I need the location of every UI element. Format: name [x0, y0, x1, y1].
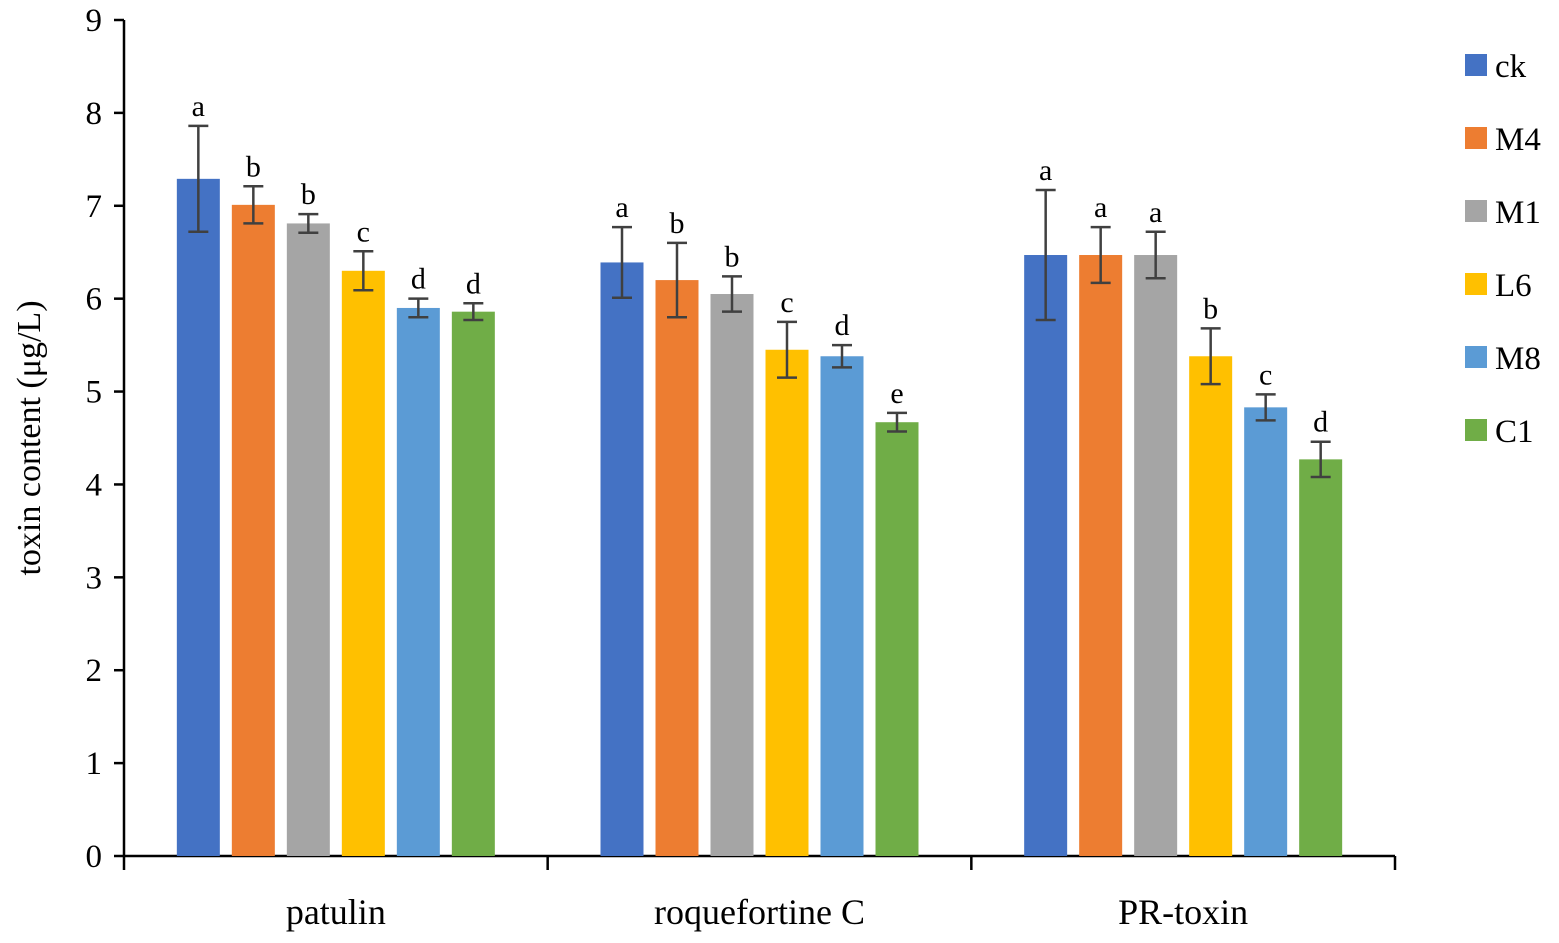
- legend-swatch: [1465, 200, 1487, 222]
- x-category-label: PR-toxin: [1118, 892, 1248, 932]
- bars: a a a b b a b b a c c b d d c d e d: [176, 90, 1343, 857]
- significance-label: a: [1094, 191, 1107, 224]
- legend-swatch: [1465, 346, 1487, 368]
- legend-label: M4: [1495, 122, 1541, 158]
- x-axis: patulin roquefortine C PR-toxin: [122, 854, 1397, 932]
- legend-swatch: [1465, 273, 1487, 295]
- significance-label: a: [192, 90, 205, 123]
- legend-item: M1: [1465, 195, 1541, 231]
- legend-swatch: [1465, 419, 1487, 441]
- bar: [396, 307, 440, 856]
- y-tick-label: 3: [86, 560, 103, 596]
- bar: [1299, 459, 1343, 856]
- legend-label: M8: [1495, 341, 1541, 377]
- legend-label: L6: [1495, 268, 1532, 304]
- significance-label: e: [890, 377, 903, 410]
- significance-label: b: [725, 240, 740, 273]
- series-L6: c c b: [341, 215, 1233, 856]
- y-tick-label: 5: [86, 375, 103, 411]
- significance-label: d: [835, 309, 850, 342]
- y-tick-label: 7: [86, 189, 103, 225]
- series-ck: a a a: [176, 90, 1068, 857]
- legend-item: L6: [1465, 268, 1532, 304]
- bar: [176, 178, 220, 857]
- bar: [655, 280, 699, 857]
- significance-label: d: [1313, 406, 1328, 439]
- series-M1: b b a: [286, 178, 1178, 857]
- series-M8: d d c: [396, 263, 1288, 856]
- y-tick-label: 0: [86, 839, 103, 875]
- x-category-label: roquefortine C: [654, 892, 865, 932]
- legend-item: M8: [1465, 341, 1541, 377]
- significance-label: b: [246, 150, 261, 183]
- y-tick-label: 4: [86, 467, 103, 503]
- significance-label: a: [1039, 154, 1052, 187]
- y-axis: 0 1 2 3 4 5 6 7 8 9: [86, 3, 126, 875]
- bar: [1244, 407, 1288, 856]
- legend-swatch: [1465, 127, 1487, 149]
- legend-item: ck: [1465, 49, 1527, 85]
- legend-swatch: [1465, 54, 1487, 76]
- bar: [600, 262, 644, 856]
- legend-item: M4: [1465, 122, 1541, 158]
- bar: [451, 311, 495, 856]
- bar: [1024, 255, 1068, 856]
- x-category-label: patulin: [286, 892, 386, 932]
- bar: [1079, 255, 1123, 856]
- y-tick-label: 8: [86, 96, 103, 132]
- y-tick-label: 2: [86, 653, 103, 689]
- legend-label: ck: [1495, 49, 1527, 85]
- series-M4: b b a: [231, 150, 1123, 857]
- bar: [286, 223, 330, 857]
- bar: [231, 204, 275, 857]
- significance-label: b: [1203, 292, 1218, 325]
- bar: [1189, 356, 1233, 856]
- significance-label: c: [357, 215, 370, 248]
- legend: ck M4 M1 L6 M8 C1: [1465, 49, 1541, 450]
- y-tick-label: 9: [86, 3, 103, 39]
- bar: [875, 422, 919, 856]
- legend-label: M1: [1495, 195, 1541, 231]
- bar: [710, 294, 754, 856]
- y-axis-label: toxin content (μg/L): [11, 300, 48, 575]
- significance-label: b: [670, 207, 685, 240]
- significance-label: c: [1259, 358, 1272, 391]
- legend-item: C1: [1465, 414, 1534, 450]
- bar: [1134, 255, 1178, 856]
- y-tick-label: 1: [86, 746, 103, 782]
- significance-label: b: [301, 178, 316, 211]
- series-C1: d e d: [451, 267, 1343, 856]
- significance-label: d: [466, 267, 481, 300]
- significance-label: a: [615, 191, 628, 224]
- significance-label: c: [780, 286, 793, 319]
- y-tick-label: 6: [86, 282, 103, 318]
- significance-label: d: [411, 263, 426, 296]
- legend-label: C1: [1495, 414, 1534, 450]
- bar: [820, 356, 864, 856]
- bar: [341, 270, 385, 856]
- significance-label: a: [1149, 196, 1162, 229]
- bar: [765, 349, 809, 856]
